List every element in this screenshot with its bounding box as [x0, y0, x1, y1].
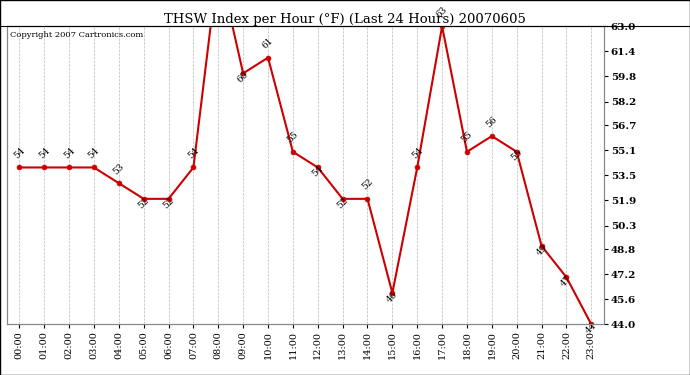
Text: 47: 47	[559, 274, 573, 288]
Text: 55: 55	[460, 130, 474, 145]
Text: 54: 54	[310, 164, 325, 178]
Text: 54: 54	[87, 146, 101, 160]
Text: 54: 54	[12, 146, 27, 160]
Text: 52: 52	[335, 195, 350, 210]
Text: 44: 44	[584, 321, 598, 336]
Text: THSW Index per Hour (°F) (Last 24 Hours) 20070605: THSW Index per Hour (°F) (Last 24 Hours)…	[164, 13, 526, 26]
Text: 54: 54	[186, 146, 201, 160]
Text: 63: 63	[435, 5, 449, 19]
Text: 60: 60	[236, 70, 250, 84]
Text: 55: 55	[509, 148, 524, 163]
Text: 52: 52	[137, 195, 151, 210]
Text: 52: 52	[161, 195, 176, 210]
Text: 55: 55	[286, 130, 300, 145]
Text: 54: 54	[410, 146, 424, 160]
Text: 53: 53	[112, 162, 126, 176]
Text: 56: 56	[484, 114, 499, 129]
Text: 54: 54	[37, 146, 52, 160]
Text: 61: 61	[261, 36, 275, 51]
Text: Copyright 2007 Cartronics.com: Copyright 2007 Cartronics.com	[10, 31, 143, 39]
Text: 52: 52	[360, 177, 375, 192]
Text: 49: 49	[534, 243, 549, 257]
Text: 67: 67	[0, 374, 1, 375]
Text: 54: 54	[62, 146, 77, 160]
Text: 46: 46	[385, 290, 400, 304]
